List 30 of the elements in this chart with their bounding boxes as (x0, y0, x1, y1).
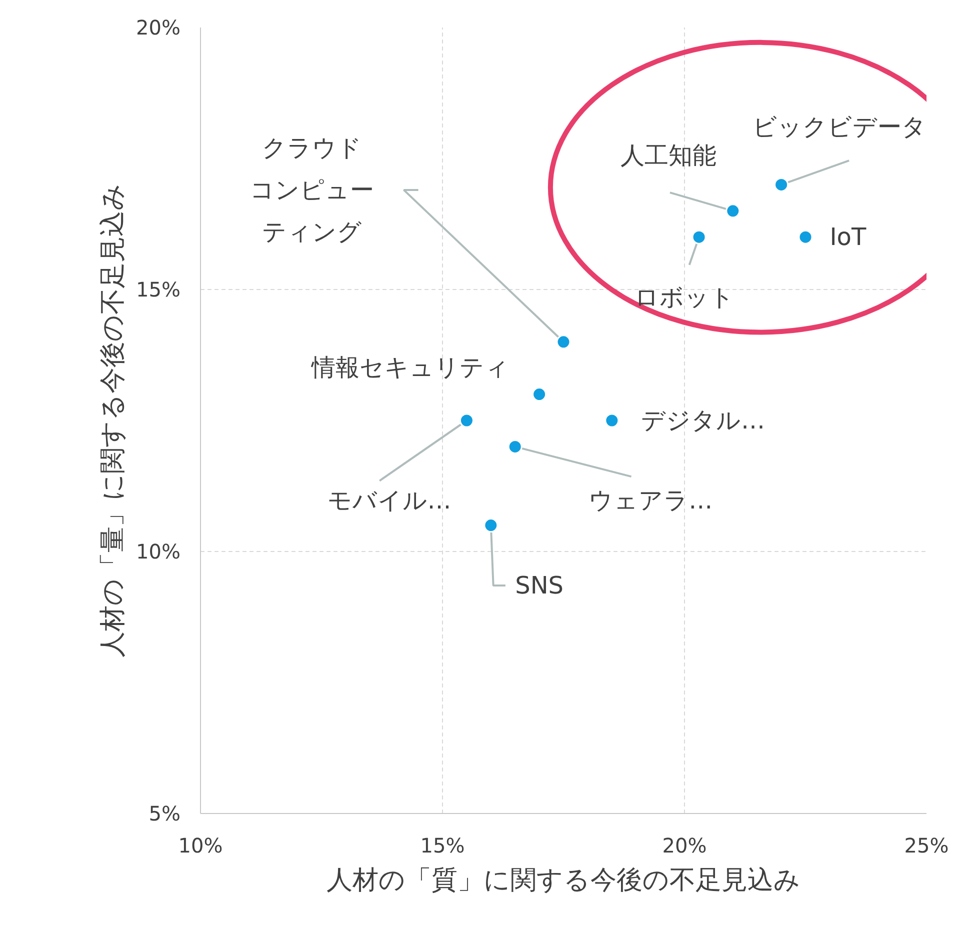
y-tick-label: 20% (136, 16, 180, 40)
point (604, 413, 620, 428)
annotation: デジタル… (640, 406, 765, 434)
annotation: IoT (830, 223, 866, 252)
point (726, 204, 740, 218)
annotation: 情報セキュリティ (310, 354, 510, 382)
x-tick-label: 10% (178, 834, 223, 858)
annotation: モバイル… (327, 486, 452, 515)
point (459, 413, 474, 428)
point (556, 334, 571, 350)
annotation: ビックビデータ (752, 113, 926, 142)
annotation: ウェアラ… (588, 486, 713, 515)
point (532, 387, 547, 402)
x-tick-label: 15% (420, 834, 465, 858)
annotation: 人工知能 (620, 141, 717, 170)
x-axis-title: 人材の「質」に関する今後の不足見込み (326, 866, 800, 896)
y-tick-label: 10% (136, 540, 180, 564)
y-tick-label: 5% (148, 802, 181, 826)
point (484, 518, 498, 533)
annotation: SNS (515, 572, 564, 600)
point (508, 439, 522, 454)
x-tick-label: 20% (662, 834, 707, 858)
annotation: クラウドコンピューティング (250, 134, 374, 246)
point (774, 177, 789, 192)
point (798, 230, 813, 244)
annotation: ロボット (634, 283, 734, 312)
x-tick-label: 25% (904, 834, 949, 858)
point (692, 230, 706, 244)
y-axis-title: 人材の「量」に関する今後の不足見込み (98, 184, 128, 658)
y-tick-label: 15% (136, 278, 180, 302)
